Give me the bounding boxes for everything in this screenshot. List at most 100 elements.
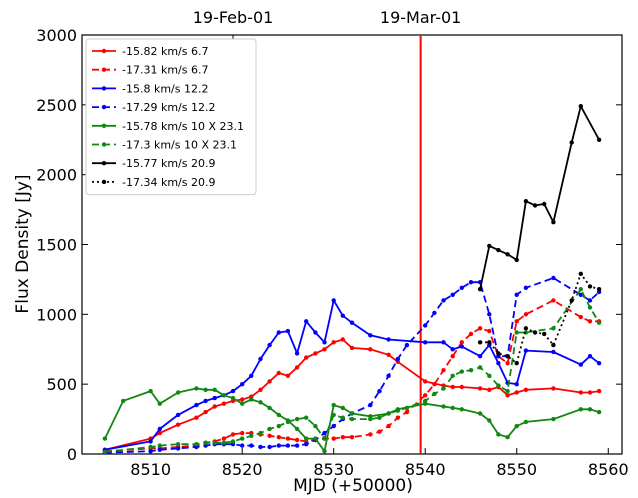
- legend-label: -15.8 km/s 12.2: [122, 82, 208, 95]
- data-point: [487, 312, 492, 317]
- data-point: [551, 275, 556, 281]
- series-line: [479, 105, 600, 290]
- data-point: [285, 373, 291, 378]
- data-point: [148, 388, 153, 394]
- data-point: [395, 408, 400, 413]
- series-layer: [102, 104, 602, 455]
- data-point: [496, 351, 501, 356]
- data-point: [368, 347, 373, 352]
- data-point: [505, 435, 510, 440]
- data-point: [551, 220, 556, 225]
- data-point: [551, 326, 556, 331]
- data-point: [542, 201, 547, 207]
- data-point: [258, 356, 263, 362]
- data-point: [386, 337, 391, 342]
- data-point: [340, 405, 345, 411]
- y-tick-label: 2000: [36, 166, 77, 185]
- data-point: [294, 365, 300, 370]
- data-point: [505, 361, 510, 366]
- data-point: [377, 388, 382, 394]
- data-point: [496, 383, 501, 388]
- data-point: [294, 426, 300, 432]
- x-tick-label: 8560: [588, 460, 629, 479]
- data-point: [514, 390, 519, 395]
- data-point: [578, 362, 583, 367]
- data-point: [203, 440, 208, 445]
- legend-marker: [101, 142, 107, 147]
- data-point: [578, 287, 583, 292]
- data-point: [267, 444, 272, 450]
- data-point: [313, 351, 318, 356]
- data-point: [496, 247, 501, 253]
- data-point: [523, 387, 529, 392]
- data-point: [349, 435, 355, 440]
- data-point: [459, 407, 464, 412]
- data-point: [587, 390, 593, 395]
- data-point: [514, 330, 519, 335]
- data-point: [395, 356, 400, 362]
- data-point: [505, 393, 510, 398]
- series-7: [477, 104, 602, 292]
- data-point: [496, 361, 501, 366]
- data-point: [532, 330, 538, 335]
- data-point: [267, 405, 272, 411]
- data-point: [304, 442, 309, 447]
- data-point: [175, 412, 181, 418]
- data-point: [276, 330, 281, 335]
- data-point: [258, 387, 263, 392]
- data-point: [148, 449, 153, 454]
- data-point: [240, 401, 245, 406]
- data-point: [249, 443, 254, 448]
- data-point: [349, 320, 355, 325]
- data-point: [294, 443, 300, 448]
- data-point: [240, 397, 245, 402]
- data-point: [240, 430, 245, 436]
- data-point: [578, 104, 583, 109]
- data-point: [203, 387, 208, 392]
- data-point: [459, 384, 464, 390]
- data-point: [578, 390, 583, 395]
- x-tick-label: 8550: [496, 460, 537, 479]
- data-point: [423, 340, 428, 345]
- data-point: [505, 354, 510, 359]
- data-point: [194, 442, 199, 447]
- data-point: [487, 373, 492, 378]
- legend-marker: [101, 179, 107, 185]
- legend-label: -15.78 km/s 10 X 23.1: [122, 120, 244, 133]
- data-point: [514, 423, 519, 429]
- legend-marker: [101, 161, 107, 166]
- data-point: [102, 449, 108, 455]
- series-3: [102, 298, 602, 452]
- y-tick-label: 1000: [36, 305, 77, 324]
- data-point: [423, 398, 428, 404]
- data-point: [175, 390, 181, 395]
- data-point: [157, 430, 162, 436]
- data-point: [596, 320, 602, 325]
- data-point: [368, 333, 373, 338]
- x-tick-label: 8520: [222, 460, 263, 479]
- data-point: [258, 400, 263, 405]
- data-point: [441, 298, 446, 303]
- data-point: [148, 444, 153, 450]
- data-point: [441, 340, 446, 345]
- data-point: [596, 388, 602, 394]
- data-point: [477, 386, 483, 391]
- x-axis-title: MJD (+50000): [293, 476, 413, 496]
- data-point: [240, 436, 245, 441]
- data-point: [313, 330, 318, 335]
- data-point: [477, 287, 483, 292]
- data-point: [221, 401, 227, 406]
- data-point: [258, 430, 263, 436]
- data-point: [578, 407, 583, 412]
- data-point: [441, 386, 446, 391]
- data-point: [322, 347, 327, 352]
- data-point: [294, 416, 300, 422]
- data-point: [432, 391, 437, 397]
- data-point: [587, 319, 593, 324]
- data-point: [523, 326, 529, 331]
- data-point: [487, 340, 492, 345]
- data-point: [194, 386, 199, 391]
- data-point: [596, 137, 602, 142]
- data-point: [313, 436, 318, 441]
